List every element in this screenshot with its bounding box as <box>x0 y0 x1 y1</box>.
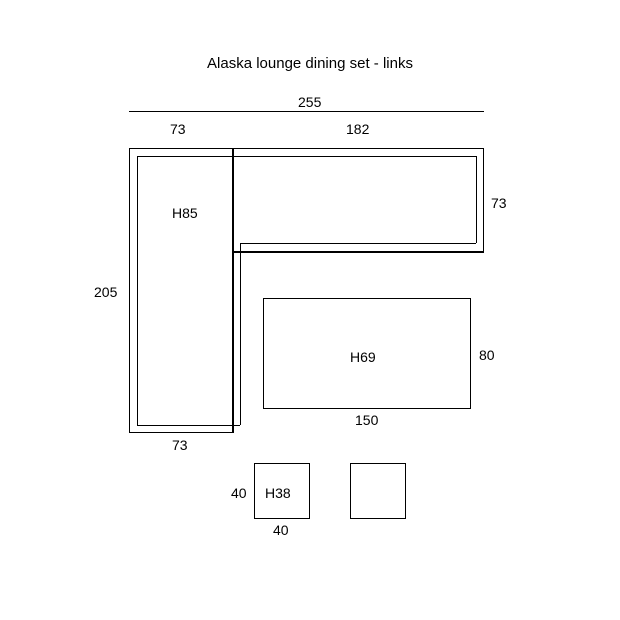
sofa-divider <box>232 148 234 433</box>
dimlabel-stool-w: 40 <box>273 522 289 538</box>
stool-2 <box>350 463 406 519</box>
dimlabel-bottom-left: 73 <box>172 437 188 453</box>
sofa-inner-vert-lower <box>240 243 241 425</box>
sofa-inner-left <box>137 156 138 425</box>
sofa-inner-top <box>137 156 476 157</box>
diagram-stage: Alaska lounge dining set - links 255 73 … <box>0 0 620 620</box>
dimlabel-total-width: 255 <box>298 94 321 110</box>
dimline-total-width <box>129 111 484 112</box>
sofa-arm-bottom <box>232 251 484 253</box>
sofa-inner-bottomleft <box>137 425 240 426</box>
sofa-inner-right <box>476 156 477 243</box>
label-h38: H38 <box>265 485 291 501</box>
label-h69: H69 <box>350 349 376 365</box>
dimlabel-seg-left: 73 <box>170 121 186 137</box>
dimlabel-table-h: 80 <box>479 347 495 363</box>
dimlabel-seg-right: 182 <box>346 121 369 137</box>
diagram-title: Alaska lounge dining set - links <box>0 55 620 72</box>
dimlabel-left-depth: 205 <box>94 284 117 300</box>
sofa-inner-bottom-horiz <box>240 243 476 244</box>
dimlabel-stool-h: 40 <box>231 485 247 501</box>
label-h85: H85 <box>172 205 198 221</box>
dimlabel-table-w: 150 <box>355 412 378 428</box>
dimlabel-right-depth: 73 <box>491 195 507 211</box>
